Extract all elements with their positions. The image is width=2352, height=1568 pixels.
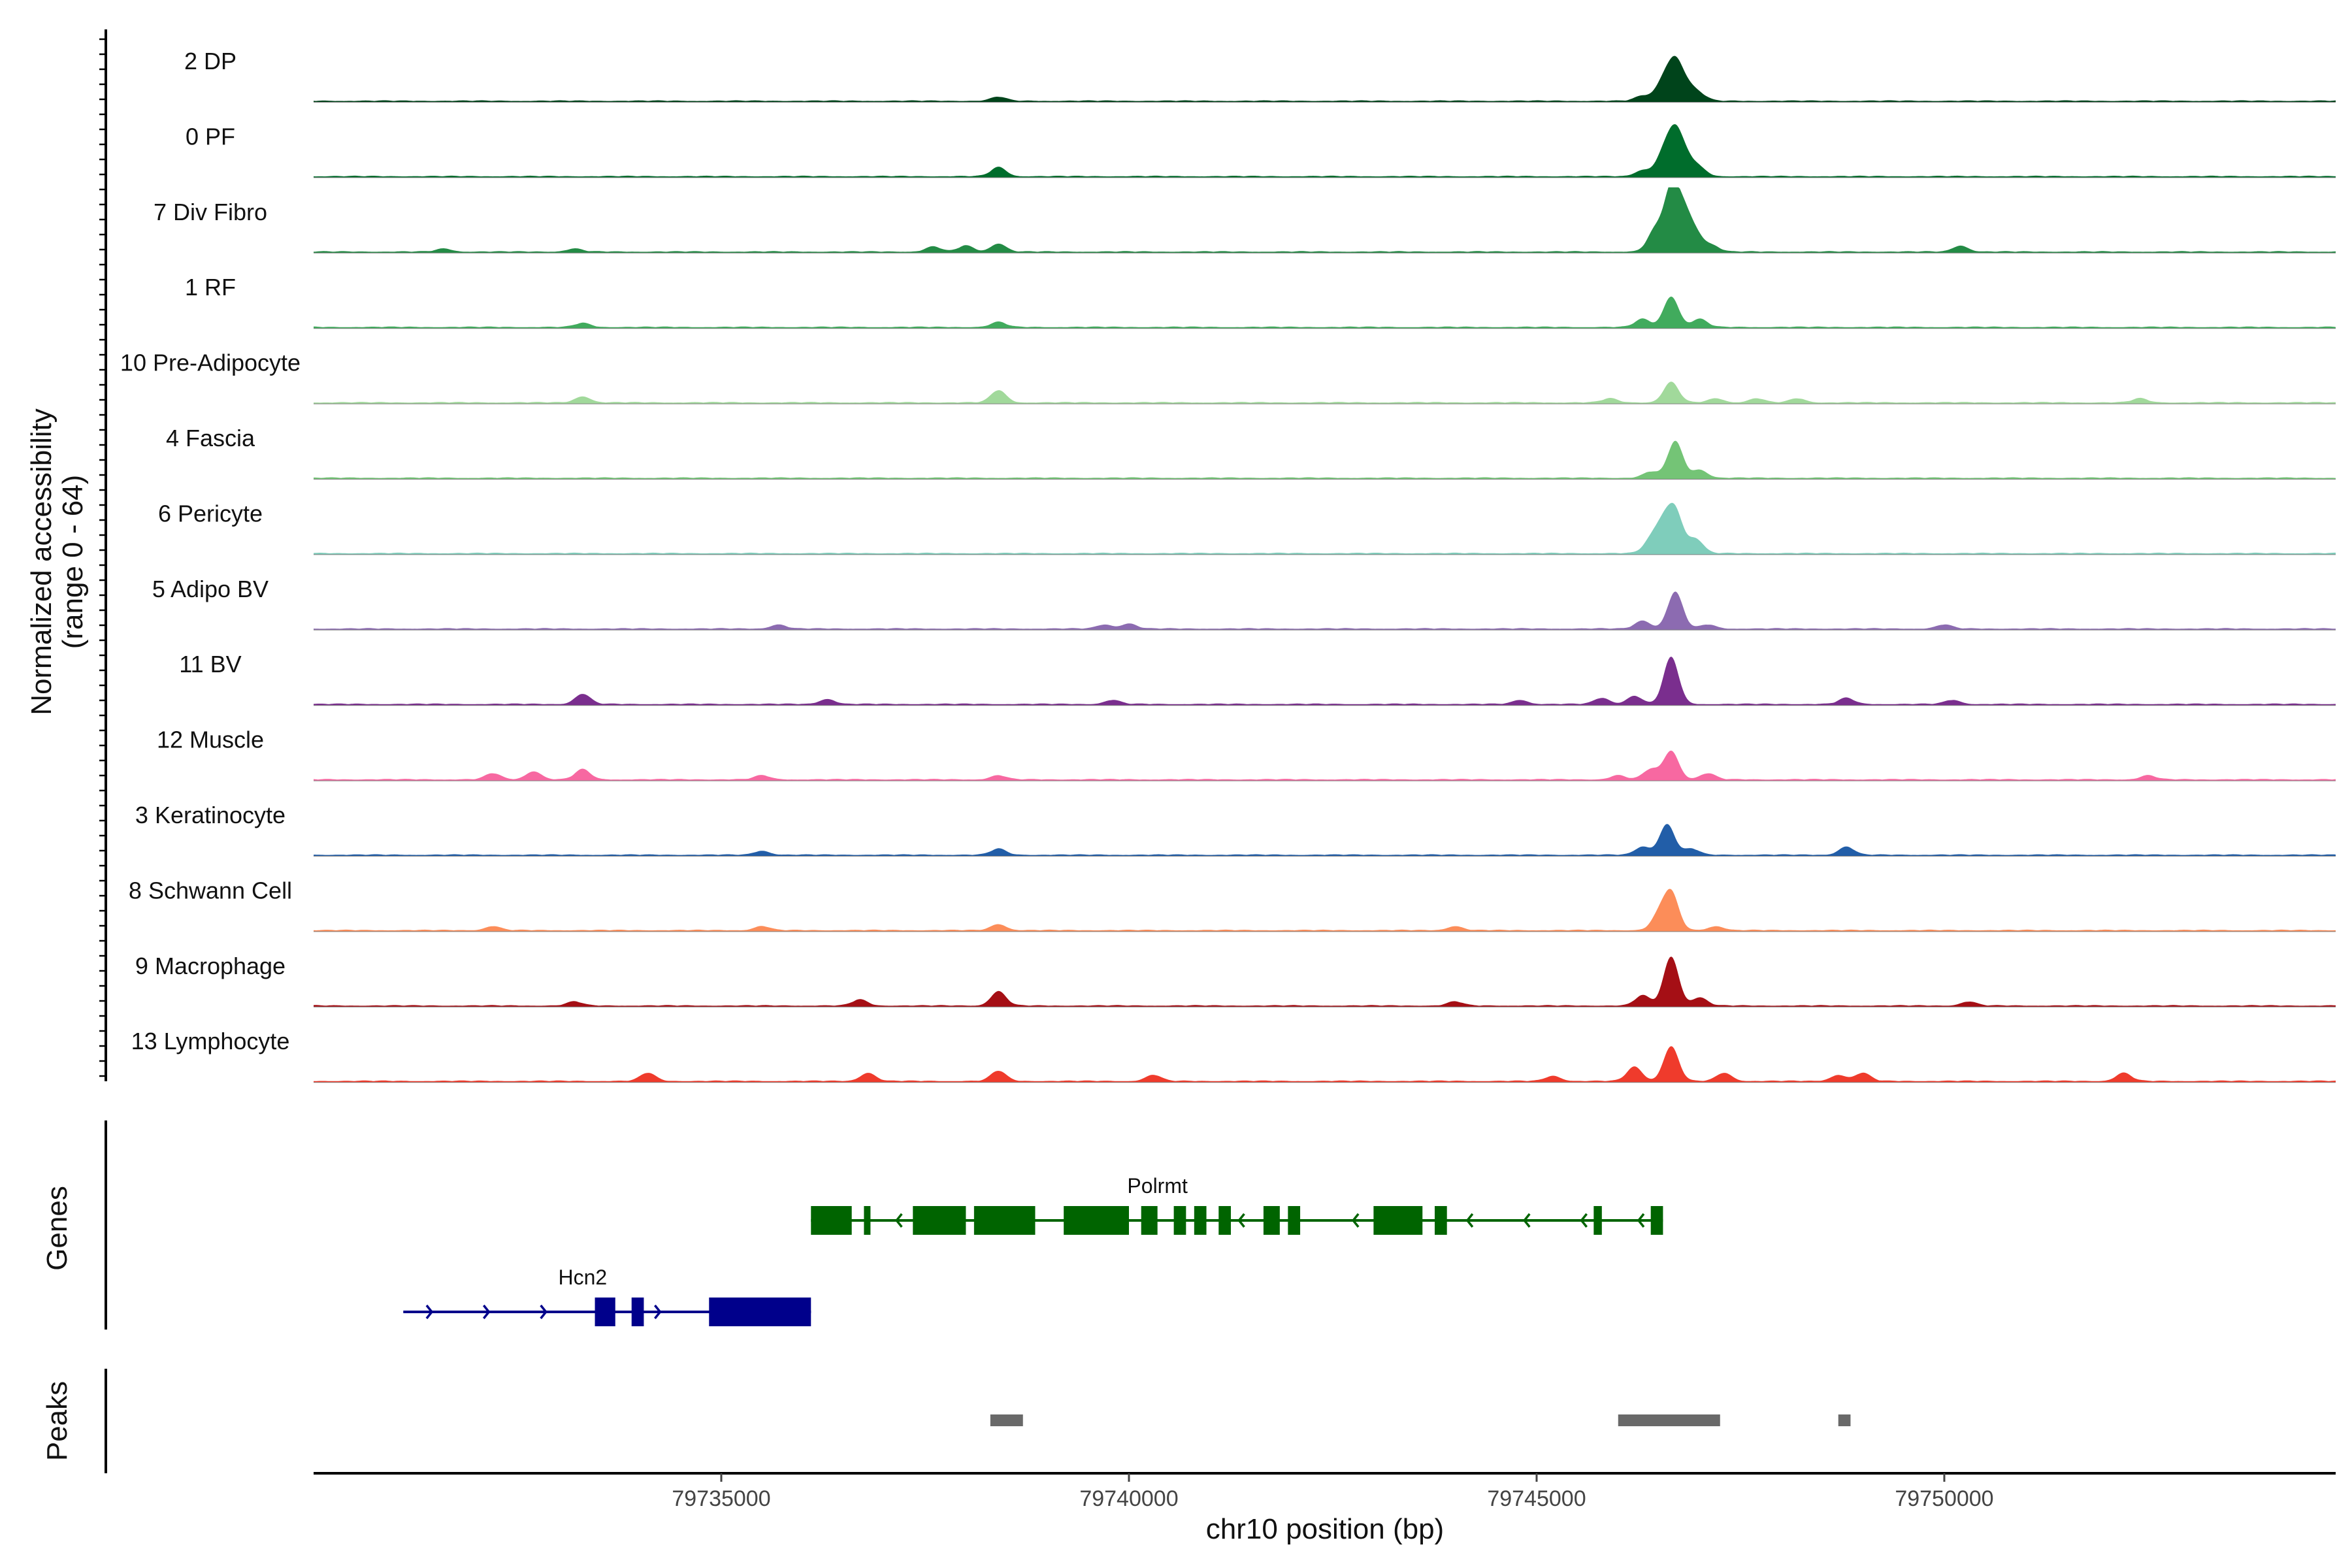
track-label: 13 Lymphocyte: [131, 1028, 290, 1054]
track-label: 3 Keratinocyte: [135, 802, 286, 828]
coverage-area: [314, 56, 2336, 102]
coverage-track: 3 Keratinocyte: [135, 802, 2336, 857]
coverage-area: [314, 824, 2336, 856]
coverage-track: 11 BV: [179, 651, 2336, 706]
gene-exon: [1373, 1206, 1423, 1235]
coverage-area: [314, 956, 2336, 1007]
coverage-area: [314, 1046, 2336, 1083]
coverage-track: 10 Pre-Adipocyte: [120, 350, 2336, 404]
gene-exon: [1263, 1206, 1280, 1235]
coverage-track: 13 Lymphocyte: [131, 1028, 2336, 1083]
gene-exon: [1173, 1206, 1186, 1235]
coverage-track: 12 Muscle: [157, 727, 2336, 781]
strand-arrow: [1580, 1213, 1588, 1228]
track-label: 2 DP: [184, 48, 237, 74]
gene-exon: [864, 1206, 871, 1235]
gene-exon: [1434, 1206, 1447, 1235]
coverage-area: [314, 657, 2336, 706]
track-label: 0 PF: [186, 123, 235, 150]
peak-track: [990, 1414, 1851, 1426]
coverage-area: [314, 187, 2336, 253]
gene-exon: [973, 1206, 1036, 1235]
gene-exon: [1141, 1206, 1158, 1235]
track-label: 5 Adipo BV: [152, 576, 269, 602]
coverage-area: [314, 502, 2336, 555]
genes-axis-title: Genes: [41, 1186, 73, 1271]
coverage-track: 5 Adipo BV: [152, 576, 2336, 630]
strand-arrow: [1523, 1213, 1531, 1228]
x-axis: 79735000 79740000 79745000 79750000: [314, 1472, 2336, 1511]
coverage-area: [314, 296, 2336, 329]
track-label: 11 BV: [179, 651, 241, 678]
gene-exon: [1218, 1206, 1231, 1235]
track-label: 9 Macrophage: [135, 953, 286, 979]
x-tick-label: 79735000: [672, 1486, 770, 1511]
x-tick-label: 79745000: [1487, 1486, 1586, 1511]
strand-arrow: [1465, 1213, 1474, 1228]
y-axis-title-line1: Normalized accessibility: [25, 408, 57, 715]
coverage-track: 2 DP: [184, 48, 2336, 103]
x-tick-label: 79750000: [1895, 1486, 1993, 1511]
track-label: 7 Div Fibro: [154, 199, 267, 225]
coverage-track: 7 Div Fibro: [154, 187, 2336, 253]
gene-exon: [1650, 1206, 1663, 1235]
gene-label: Polrmt: [1127, 1174, 1188, 1198]
coverage-area: [314, 591, 2336, 630]
gene-label: Hcn2: [558, 1266, 607, 1289]
coverage-track: 4 Fascia: [166, 425, 2336, 480]
gene-model: Polrmt: [811, 1174, 1663, 1235]
strand-arrow: [1637, 1213, 1645, 1228]
peak-region: [990, 1414, 1023, 1426]
gene-track: Polrmt Hcn2: [403, 1174, 1663, 1326]
gene-model: Hcn2: [403, 1266, 811, 1326]
track-label: 8 Schwann Cell: [129, 877, 292, 904]
gene-exon: [631, 1298, 644, 1326]
peak-region: [1618, 1414, 1720, 1426]
strand-arrow: [654, 1304, 662, 1320]
coverage-track: 8 Schwann Cell: [129, 877, 2336, 932]
coverage-area: [314, 124, 2336, 178]
peak-region: [1838, 1414, 1851, 1426]
track-label: 10 Pre-Adipocyte: [120, 350, 301, 376]
coverage-track: 0 PF: [186, 123, 2336, 178]
strand-arrow: [425, 1304, 434, 1320]
gene-exon: [811, 1206, 852, 1235]
gene-exon: [913, 1206, 966, 1235]
gene-exon: [1064, 1206, 1129, 1235]
coverage-area: [314, 750, 2336, 781]
strand-arrow: [1351, 1213, 1360, 1228]
x-axis-title: chr10 position (bp): [1206, 1513, 1444, 1545]
track-label: 12 Muscle: [157, 727, 264, 753]
strand-arrow: [1237, 1213, 1245, 1228]
gene-exon: [1593, 1206, 1602, 1235]
strand-arrow: [895, 1213, 903, 1228]
coverage-track: 9 Macrophage: [135, 953, 2336, 1007]
coverage-area: [314, 440, 2336, 479]
peaks-axis-title: Peaks: [41, 1381, 73, 1461]
gene-exon: [709, 1298, 811, 1326]
coverage-track: 6 Pericyte: [158, 500, 2336, 555]
track-label: 4 Fascia: [166, 425, 255, 451]
gene-exon: [595, 1298, 615, 1326]
gene-exon: [1288, 1206, 1301, 1235]
track-label: 6 Pericyte: [158, 500, 263, 527]
strand-arrow: [482, 1304, 491, 1320]
gene-exon: [1194, 1206, 1207, 1235]
coverage-track: 1 RF: [185, 274, 2336, 329]
strand-arrow: [540, 1304, 547, 1320]
y-axis-title-line2: (range 0 - 64): [57, 475, 89, 649]
track-label: 1 RF: [185, 274, 236, 301]
coverage-tracks: 2 DP 0 PF 7 Div Fibro 1 RF 10 Pre-Adipocyte 4…: [120, 48, 2336, 1083]
coverage-area: [314, 889, 2336, 932]
coverage-area: [314, 382, 2336, 404]
left-track-axes: [99, 29, 107, 1473]
x-tick-label: 79740000: [1079, 1486, 1178, 1511]
